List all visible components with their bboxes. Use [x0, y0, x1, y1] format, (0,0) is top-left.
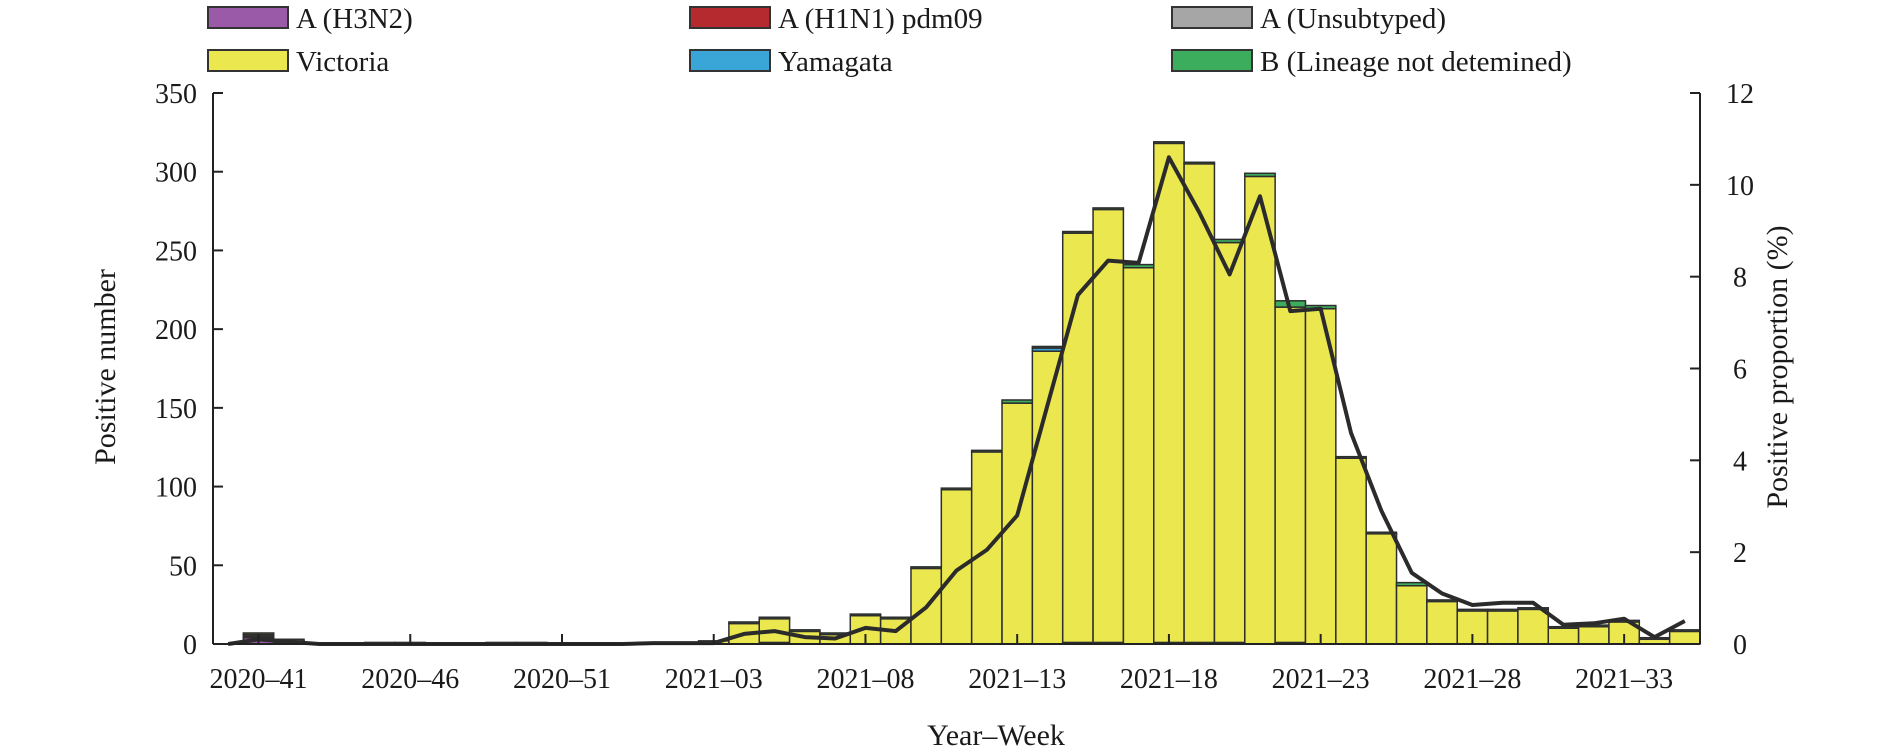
bar-2021–14-series-5	[1031, 345, 1064, 349]
y2-tick-label-12: 12	[1726, 79, 1754, 110]
bar-2021–25-series-5	[1365, 531, 1398, 535]
bar-2021–24-series-5	[1335, 455, 1367, 459]
legend-label-1: A (H1N1) pdm09	[778, 3, 983, 35]
x-tick-label-2020–41: 2020–41	[210, 664, 308, 695]
bar-2021–20-series-3	[1213, 241, 1246, 644]
proportion-line-group	[227, 155, 1686, 646]
bar-2021–14-series-3	[1031, 350, 1064, 645]
y-tick-label-300: 300	[155, 158, 197, 189]
x-tick-label-2021–28: 2021–28	[1423, 664, 1521, 695]
bar-2021–31-series-5	[1547, 625, 1580, 630]
bar-2021–15-series-5	[1061, 230, 1094, 234]
legend-swatch-2	[1171, 6, 1253, 29]
x-tick-label-2021–08: 2021–08	[816, 664, 914, 695]
bar-2021–29-series-5	[1486, 608, 1519, 612]
bar-2021–24-series-3	[1335, 457, 1367, 645]
bar-2021–27-series-3	[1426, 600, 1458, 645]
bar-2021–22-series-3	[1274, 306, 1307, 644]
y2-axis-title: Positive proportion (%)	[1761, 225, 1794, 508]
y2-tick-label-0: 0	[1733, 630, 1747, 661]
legend-swatch-5	[1171, 49, 1253, 72]
bar-2021–19-series-3	[1183, 163, 1216, 644]
bar-2021–21-series-3	[1244, 175, 1276, 645]
legend-swatch-3	[207, 49, 289, 72]
legend-label-2: A (Unsubtyped)	[1260, 3, 1446, 35]
bar-2021–23-series-3	[1304, 307, 1337, 645]
x-axis-title: Year–Week	[927, 719, 1065, 752]
x-tick-label-2020–51: 2020–51	[513, 664, 611, 695]
x-tick-label-2021–03: 2021–03	[665, 664, 763, 695]
bar-2021–11-series-5	[940, 487, 973, 491]
y2-tick-label-2: 2	[1733, 538, 1747, 569]
bar-2021–28-series-5	[1456, 608, 1489, 612]
legend-label-3: Victoria	[296, 46, 389, 78]
bar-2021–16-series-3	[1092, 208, 1125, 644]
axes: 0 50 100 150 200 250 300 350 0 2 4 6 8 10 12 2020–41 202…	[155, 79, 1754, 695]
legend-swatch-4	[689, 49, 771, 72]
x-tick-label-2021–33: 2021–33	[1575, 664, 1673, 695]
x-tick-label-2021–18: 2021–18	[1120, 664, 1218, 695]
y-tick-label-50: 50	[169, 551, 197, 582]
bar-2021–08-series-5	[849, 613, 882, 617]
bar-2021–30-series-3	[1517, 608, 1550, 645]
bar-2021–04-series-5	[728, 621, 760, 625]
bar-2021–31-series-3	[1547, 627, 1580, 645]
bar-2021–12-series-5	[970, 449, 1003, 453]
bar-2021–25-series-3	[1365, 533, 1398, 645]
bar-2021–18-series-3	[1153, 142, 1185, 644]
legend-label-4: Yamagata	[778, 46, 893, 78]
bar-2021–17-series-3	[1122, 266, 1155, 645]
bar-2021–35-series-3	[1668, 630, 1701, 645]
y-tick-label-200: 200	[155, 315, 197, 346]
bar-2021–13-series-5	[1001, 399, 1034, 404]
bar-2021–19-series-5	[1183, 161, 1216, 165]
y-tick-label-350: 350	[155, 79, 197, 110]
bar-2021–32-series-3	[1577, 625, 1610, 645]
y2-tick-label-4: 4	[1733, 446, 1747, 477]
legend-label-5: B (Lineage not detemined)	[1260, 46, 1572, 78]
bar-group	[242, 141, 1701, 645]
bar-2021–16-series-5	[1092, 207, 1125, 211]
bar-2021–30-series-5	[1517, 607, 1550, 611]
y-axis-title: Positive number	[89, 269, 122, 465]
y2-tick-label-10: 10	[1726, 171, 1754, 202]
bar-2021–17-series-5	[1122, 263, 1155, 269]
bar-2021–26-series-3	[1395, 585, 1428, 645]
bar-2021–29-series-3	[1486, 610, 1519, 645]
bar-2021–21-series-5	[1244, 172, 1276, 178]
y2-tick-label-8: 8	[1733, 263, 1747, 294]
bar-2021–05-series-5	[758, 616, 791, 620]
legend-swatch-0	[207, 6, 289, 29]
y-tick-label-150: 150	[155, 394, 197, 425]
x-tick-label-2020–46: 2020–46	[361, 664, 459, 695]
bar-2021–26-series-5	[1395, 581, 1428, 587]
bar-2021–11-series-3	[940, 488, 973, 645]
bar-2021–06-series-5	[788, 629, 821, 633]
bar-2021–27-series-5	[1426, 599, 1458, 603]
y2-tick-label-6: 6	[1733, 355, 1747, 386]
bar-2021–13-series-3	[1001, 402, 1034, 645]
x-tick-label-2021–13: 2021–13	[968, 664, 1066, 695]
y-tick-label-250: 250	[155, 236, 197, 267]
bar-2021–09-series-5	[879, 616, 912, 620]
proportion-line	[227, 155, 1686, 646]
bar-2021–18-series-5	[1153, 141, 1185, 145]
bar-2021–10-series-5	[910, 566, 943, 570]
bar-2021–35-series-5	[1668, 629, 1701, 633]
legend-swatch-1	[689, 6, 771, 29]
y-tick-label-0: 0	[183, 630, 197, 661]
legend: A (H3N2) A (H1N1) pdm09 A (Unsubtyped) Vict…	[207, 3, 1572, 78]
y-tick-label-100: 100	[155, 473, 197, 504]
x-tick-label-2021–23: 2021–23	[1272, 664, 1370, 695]
legend-label-0: A (H3N2)	[296, 3, 413, 35]
